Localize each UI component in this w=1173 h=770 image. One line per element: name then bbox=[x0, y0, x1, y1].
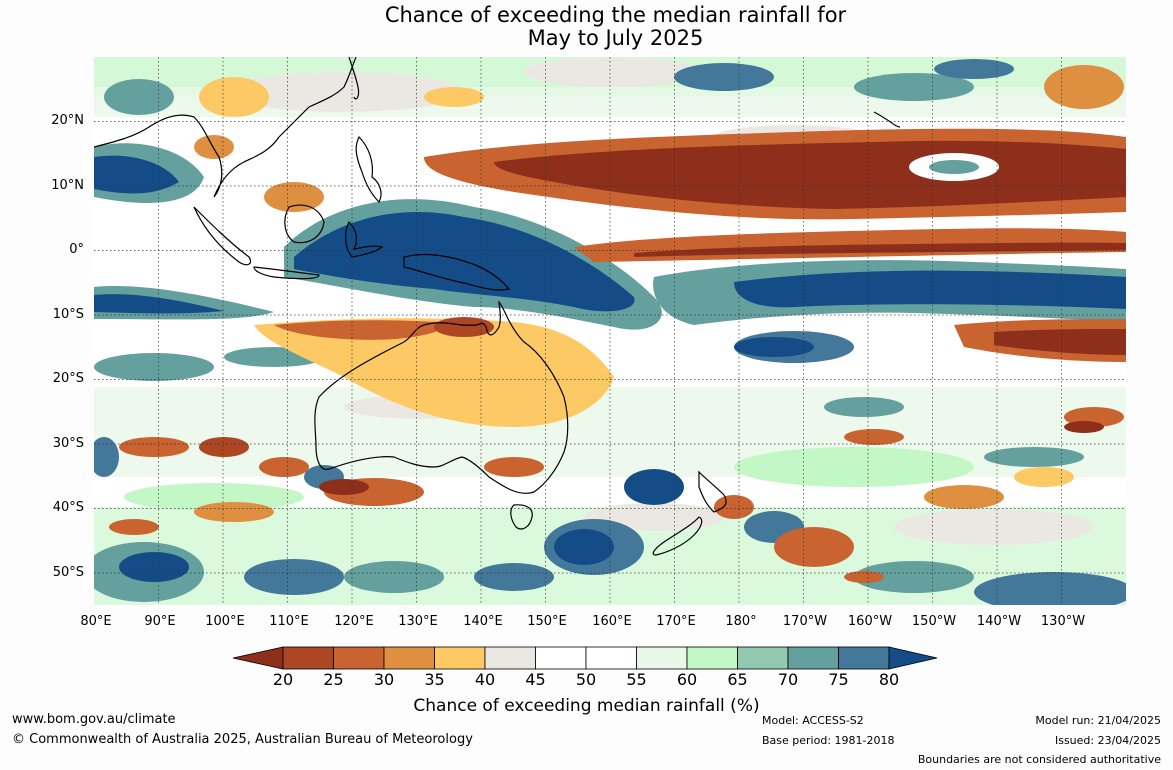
lon-label-130w: 130°W bbox=[1040, 614, 1086, 629]
lat-label-10s: 10°S bbox=[52, 307, 84, 322]
lon-label-90e: 90°E bbox=[144, 614, 176, 629]
colorbar-extend-high bbox=[888, 646, 938, 670]
lon-label-80e: 80°E bbox=[80, 614, 112, 629]
colorbar-label: Chance of exceeding median rainfall (%) bbox=[413, 696, 760, 716]
lon-label-120e: 120°E bbox=[334, 614, 374, 629]
lat-label-equator: 0° bbox=[69, 242, 84, 257]
title-line-2: May to July 2025 bbox=[527, 26, 704, 50]
lon-label-160e: 160°E bbox=[592, 614, 632, 629]
colorbar-tick-label: 60 bbox=[676, 670, 698, 689]
lon-label-160w: 160°W bbox=[847, 614, 893, 629]
lat-label-20n: 20°N bbox=[51, 113, 84, 128]
lat-label-20s: 20°S bbox=[52, 371, 84, 386]
asia-mainland-coastline bbox=[94, 57, 357, 198]
colorbar-swatch bbox=[686, 646, 738, 670]
lon-label-170w: 170°W bbox=[782, 614, 828, 629]
colorbar-swatch bbox=[282, 646, 334, 670]
disclaimer-text: Boundaries are not considered authoritat… bbox=[917, 753, 1161, 766]
lat-label-50s: 50°S bbox=[52, 565, 84, 580]
colorbar-tick-label: 25 bbox=[323, 670, 344, 689]
lon-label-180: 180° bbox=[725, 614, 757, 629]
colorbar-tick-label: 35 bbox=[424, 670, 445, 689]
lon-label-150w: 150°W bbox=[911, 614, 957, 629]
colorbar-tick-label: 50 bbox=[575, 670, 597, 689]
sumatra-coastline bbox=[193, 206, 252, 266]
lon-label-150e: 150°E bbox=[527, 614, 567, 629]
australia-coastline bbox=[314, 300, 569, 494]
colorbar-tick-label: 75 bbox=[828, 670, 849, 689]
hawaii-coastline bbox=[873, 111, 901, 128]
rainfall-outlook-map bbox=[94, 57, 1126, 605]
lon-label-140e: 140°E bbox=[463, 614, 503, 629]
model-text: Model: ACCESS-S2 bbox=[762, 714, 864, 727]
colorbar-tick-label: 65 bbox=[727, 670, 748, 689]
issued-text: Issued: 23/04/2025 bbox=[1054, 734, 1161, 747]
borneo-coastline bbox=[284, 204, 325, 244]
colorbar-swatch bbox=[737, 646, 789, 670]
tasmania-coastline bbox=[510, 504, 533, 530]
colorbar-swatch bbox=[383, 646, 435, 670]
new-zealand-south-coastline bbox=[652, 516, 703, 556]
philippines-coastline bbox=[355, 135, 382, 204]
colorbar-tick-label: 20 bbox=[272, 670, 294, 689]
base-period-text: Base period: 1981-2018 bbox=[762, 734, 895, 747]
website-text: www.bom.gov.au/climate bbox=[12, 712, 176, 727]
colorbar-tick-label: 55 bbox=[626, 670, 647, 689]
colorbar-swatch bbox=[787, 646, 839, 670]
lat-label-10n: 10°N bbox=[51, 178, 84, 193]
colorbar-tick-label: 40 bbox=[474, 670, 496, 689]
colorbar-swatch bbox=[484, 646, 536, 670]
lon-label-100e: 100°E bbox=[205, 614, 245, 629]
colorbar-tick-label: 45 bbox=[525, 670, 546, 689]
model-run-text: Model run: 21/04/2025 bbox=[1035, 714, 1161, 727]
lat-label-30s: 30°S bbox=[52, 436, 84, 451]
colorbar-tick-label: 80 bbox=[878, 670, 900, 689]
graticule bbox=[94, 57, 1126, 605]
java-coastline bbox=[253, 266, 320, 280]
copyright-text: © Commonwealth of Australia 2025, Austra… bbox=[12, 732, 473, 747]
colorbar-tick-label: 30 bbox=[373, 670, 395, 689]
dry-regions-layer bbox=[109, 65, 1126, 583]
new-guinea-coastline bbox=[403, 253, 511, 291]
new-zealand-north-coastline bbox=[698, 470, 727, 513]
lon-label-140w: 140°W bbox=[976, 614, 1022, 629]
colorbar-tick-label: 70 bbox=[777, 670, 799, 689]
colorbar-swatch bbox=[333, 646, 385, 670]
colorbar-swatch bbox=[535, 646, 587, 670]
title-line-1: Chance of exceeding the median rainfall … bbox=[384, 3, 847, 27]
lat-label-40s: 40°S bbox=[52, 500, 84, 515]
colorbar bbox=[232, 646, 938, 670]
sulawesi-coastline bbox=[345, 220, 384, 258]
colorbar-swatch bbox=[838, 646, 890, 670]
colorbar-swatch bbox=[434, 646, 486, 670]
map-title: Chance of exceeding the median rainfall … bbox=[0, 4, 1173, 50]
lon-label-130e: 130°E bbox=[398, 614, 438, 629]
coastlines bbox=[94, 57, 901, 556]
colorbar-swatch bbox=[636, 646, 688, 670]
colorbar-extend-low bbox=[232, 646, 284, 670]
colorbar-swatch bbox=[585, 646, 637, 670]
lon-label-170e: 170°E bbox=[656, 614, 696, 629]
lon-label-110e: 110°E bbox=[269, 614, 309, 629]
